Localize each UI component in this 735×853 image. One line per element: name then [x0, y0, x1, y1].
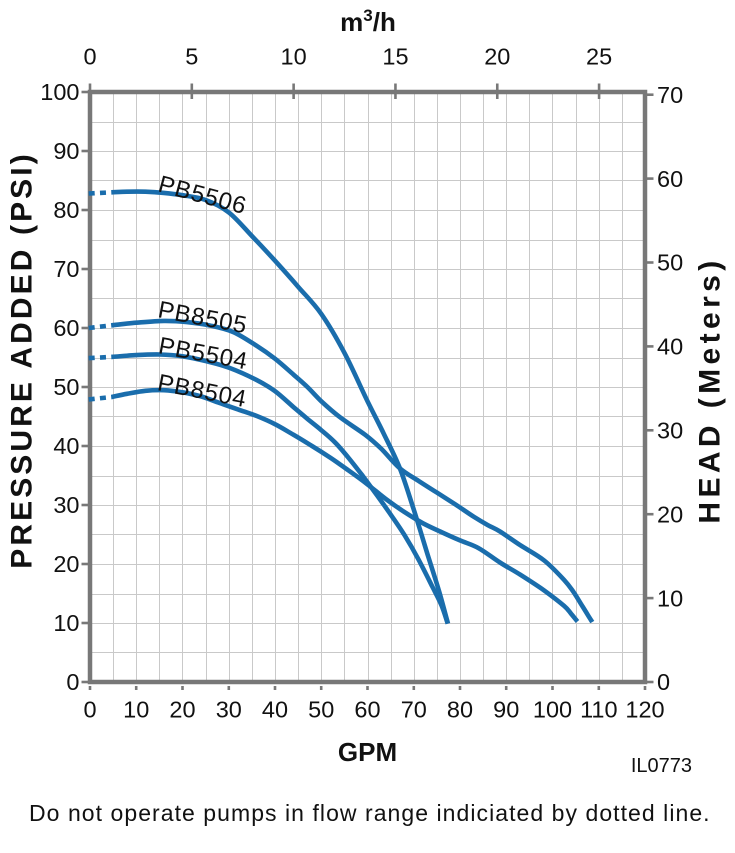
svg-text:0: 0 — [83, 44, 96, 70]
svg-text:HEAD (Meters): HEAD (Meters) — [694, 256, 727, 523]
svg-text:60: 60 — [53, 315, 79, 341]
svg-text:0: 0 — [83, 697, 96, 723]
svg-text:90: 90 — [53, 138, 79, 164]
svg-text:20: 20 — [169, 697, 195, 723]
svg-text:PRESSURE ADDED (PSI): PRESSURE ADDED (PSI) — [6, 151, 39, 569]
svg-text:0: 0 — [657, 669, 670, 695]
svg-text:30: 30 — [216, 697, 242, 723]
svg-text:100: 100 — [40, 79, 79, 105]
svg-text:10: 10 — [281, 44, 307, 70]
svg-text:30: 30 — [657, 418, 683, 444]
svg-text:5: 5 — [185, 44, 198, 70]
svg-text:60: 60 — [354, 697, 380, 723]
svg-text:120: 120 — [625, 697, 664, 723]
svg-text:80: 80 — [447, 697, 473, 723]
svg-text:110: 110 — [580, 697, 617, 723]
svg-text:70: 70 — [657, 82, 683, 108]
svg-text:25: 25 — [586, 44, 612, 70]
svg-text:50: 50 — [657, 250, 683, 276]
svg-text:40: 40 — [262, 697, 288, 723]
svg-text:100: 100 — [533, 697, 572, 723]
svg-text:40: 40 — [657, 334, 683, 360]
svg-text:70: 70 — [53, 256, 79, 282]
svg-text:20: 20 — [657, 501, 683, 527]
svg-text:IL0773: IL0773 — [631, 755, 692, 777]
svg-text:10: 10 — [53, 610, 79, 636]
svg-text:0: 0 — [66, 669, 79, 695]
svg-text:70: 70 — [401, 697, 427, 723]
svg-text:90: 90 — [493, 697, 519, 723]
svg-text:60: 60 — [657, 166, 683, 192]
svg-text:10: 10 — [657, 585, 683, 611]
svg-text:50: 50 — [308, 697, 334, 723]
svg-text:80: 80 — [53, 197, 79, 223]
svg-text:30: 30 — [53, 492, 79, 518]
svg-text:20: 20 — [53, 551, 79, 577]
svg-text:10: 10 — [123, 697, 149, 723]
svg-text:40: 40 — [53, 433, 79, 459]
svg-text:20: 20 — [484, 44, 510, 70]
svg-text:GPM: GPM — [338, 737, 397, 767]
svg-text:50: 50 — [53, 374, 79, 400]
svg-text:Do not operate pumps in flow r: Do not operate pumps in flow range indic… — [29, 800, 711, 826]
svg-text:15: 15 — [382, 44, 408, 70]
